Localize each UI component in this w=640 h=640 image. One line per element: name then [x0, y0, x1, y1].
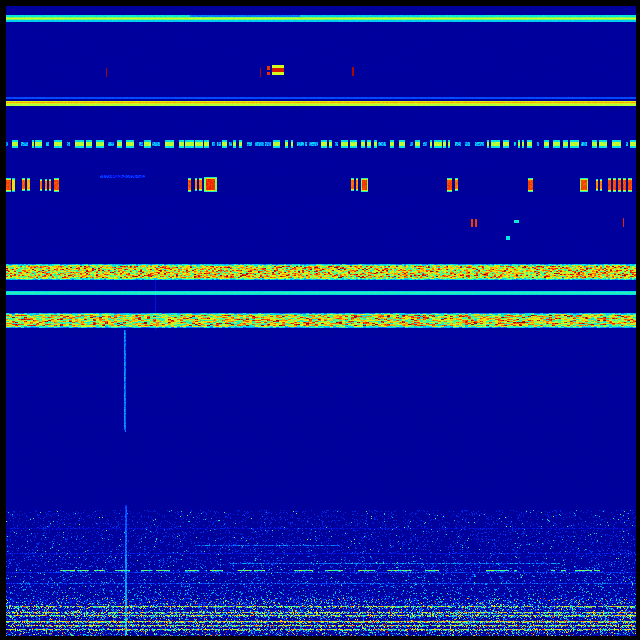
spectrogram-root	[0, 0, 640, 640]
spectrogram-waterfall-canvas[interactable]	[0, 0, 640, 640]
